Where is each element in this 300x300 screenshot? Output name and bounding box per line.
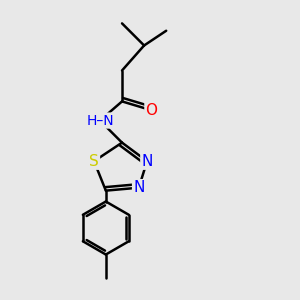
Text: N: N (133, 180, 145, 195)
Text: N: N (141, 154, 153, 169)
Text: S: S (89, 154, 99, 169)
Text: O: O (146, 103, 158, 118)
Text: H–N: H–N (86, 114, 114, 128)
